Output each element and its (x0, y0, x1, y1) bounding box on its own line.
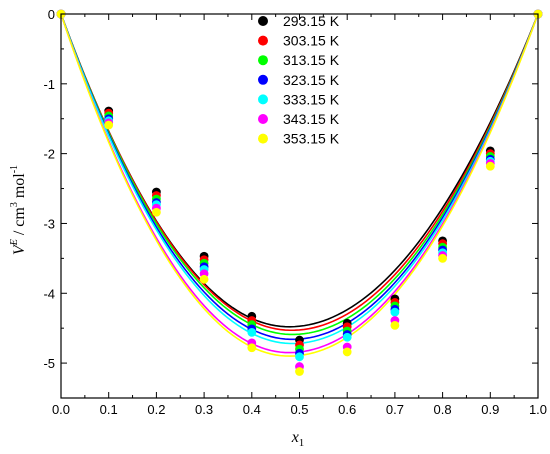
legend-marker-6 (258, 133, 268, 144)
axis-titles: x1 VE / cm3 mol-1 (9, 165, 304, 449)
data-point-s4-5 (295, 352, 304, 362)
y-tick-label-4: -4 (43, 286, 55, 301)
data-point-s4-7 (390, 307, 400, 317)
data-point-s6-5 (295, 367, 304, 376)
x-tick-label-10: 1.0 (529, 402, 547, 417)
data-point-s4-4 (247, 327, 257, 337)
legend-label-3: 323.15 K (283, 72, 340, 88)
plot-area (56, 9, 543, 376)
legend-marker-2 (258, 55, 268, 66)
x-tick-label-5: 0.5 (290, 402, 308, 417)
data-point-s6-9 (485, 161, 495, 171)
y-tick-label-1: -1 (43, 77, 55, 92)
legend-label-1: 303.15 K (283, 33, 340, 49)
x-tick-label-1: 0.1 (100, 402, 118, 417)
legend-label-2: 313.15 K (283, 52, 340, 68)
x-tick-label-8: 0.8 (434, 402, 452, 417)
x-tick-label-0: 0.0 (52, 402, 70, 417)
x-axis-title: x1 (291, 429, 305, 449)
fit-curve-2 (60, 13, 539, 336)
data-point-s6-6 (342, 347, 352, 357)
x-tick-label-6: 0.6 (338, 402, 356, 417)
x-tick-label-9: 0.9 (481, 402, 499, 417)
legend-label-5: 343.15 K (283, 111, 340, 127)
x-tick-label-2: 0.2 (147, 402, 165, 417)
y-tick-label-3: -3 (43, 216, 55, 231)
legend-marker-5 (258, 114, 268, 124)
legend-marker-3 (258, 74, 268, 85)
data-point-s6-7 (390, 320, 400, 330)
legend-label-6: 353.15 K (283, 131, 340, 147)
legend: 293.15 K 303.15 K 313.15 K 323.15 K 333.15 K… (258, 13, 340, 147)
y-tick-label-5: -5 (43, 356, 55, 371)
legend-marker-4 (258, 94, 268, 105)
y-tick-label-0: 0 (48, 7, 55, 22)
x-tick-label-7: 0.7 (386, 402, 404, 417)
fit-curve-1 (60, 13, 539, 332)
y-tick-label-2: -2 (43, 147, 55, 162)
data-point-s6-3 (199, 274, 209, 284)
x-tick-label-3: 0.3 (195, 402, 213, 417)
data-point-s6-8 (438, 253, 447, 263)
data-point-s6-4 (247, 343, 257, 353)
y-axis-title: VE / cm3 mol-1 (9, 165, 28, 255)
legend-label-0: 293.15 K (283, 13, 340, 29)
x-tick-label-4: 0.4 (243, 402, 261, 417)
axes: 0.0 0.1 0.2 0.3 0.4 0.5 0.6 0.7 0.8 0.9 1.0 0 -1 -2 -3… (43, 7, 547, 417)
data-point-s6-1 (104, 120, 114, 130)
legend-marker-1 (258, 35, 268, 46)
data-point-s4-6 (342, 332, 352, 342)
legend-marker-0 (258, 16, 268, 26)
legend-label-4: 333.15 K (283, 91, 340, 107)
data-point-s6-2 (152, 207, 161, 217)
